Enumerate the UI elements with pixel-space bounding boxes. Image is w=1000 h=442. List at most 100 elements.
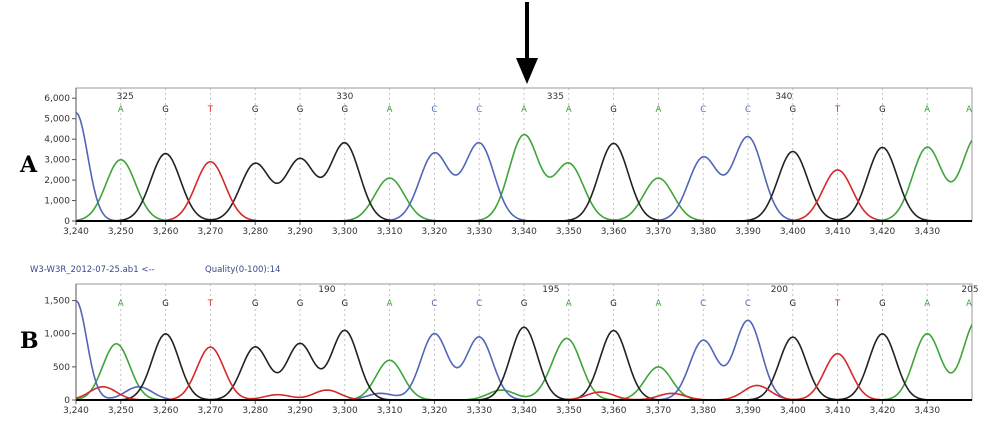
x-tick-label: 3,280: [242, 406, 268, 416]
base-call-a: A: [566, 299, 572, 309]
x-tick-label: 3,430: [914, 227, 940, 237]
y-tick-label: 1,000: [44, 197, 70, 207]
base-call-t: T: [834, 299, 841, 309]
x-tick-label: 3,280: [242, 227, 268, 237]
base-call-a: A: [387, 299, 393, 309]
x-tick-label: 3,260: [153, 406, 179, 416]
base-call-g: G: [342, 299, 349, 309]
x-tick-label: 3,360: [601, 406, 627, 416]
base-call-c: C: [476, 105, 482, 115]
base-call-t: T: [207, 299, 214, 309]
x-tick-label: 3,360: [601, 227, 627, 237]
trace-g: [76, 326, 972, 400]
panel-letter: A: [19, 152, 38, 178]
x-tick-label: 3,260: [153, 227, 179, 237]
y-tick-label: 2,000: [44, 176, 70, 186]
x-tick-label: 3,370: [646, 227, 672, 237]
base-position-label: 340: [775, 92, 792, 102]
x-tick-label: 3,340: [511, 406, 537, 416]
x-tick-label: 3,380: [690, 406, 716, 416]
x-tick-label: 3,290: [287, 406, 313, 416]
panel-letter: B: [20, 328, 39, 354]
base-call-c: C: [431, 299, 437, 309]
y-tick-label: 4,000: [44, 135, 70, 145]
base-call-c: C: [700, 105, 706, 115]
y-tick-label: 5,000: [44, 115, 70, 125]
x-tick-label: 3,320: [422, 406, 448, 416]
base-call-a: A: [521, 105, 527, 115]
base-position-label: 190: [318, 285, 335, 295]
x-tick-label: 3,410: [825, 406, 851, 416]
base-position-label: 200: [771, 285, 788, 295]
base-call-a: A: [387, 105, 393, 115]
chromatogram-panel-b: B W3-W3R_2012-07-25.ab1 <-- Quality(0-100)…: [20, 265, 979, 416]
x-tick-label: 3,350: [556, 406, 582, 416]
base-position-label: 330: [336, 92, 353, 102]
base-call-t: T: [834, 105, 841, 115]
base-call-a: A: [655, 299, 661, 309]
x-tick-label: 3,270: [198, 227, 224, 237]
trace-t: [76, 160, 972, 221]
x-tick-label: 3,400: [780, 406, 806, 416]
base-call-a: A: [118, 105, 124, 115]
base-call-g: G: [162, 299, 169, 309]
y-tick-label: 0: [64, 396, 70, 406]
x-tick-label: 3,400: [780, 227, 806, 237]
base-call-g: G: [610, 299, 617, 309]
base-call-a: A: [655, 105, 661, 115]
base-call-a: A: [566, 105, 572, 115]
x-tick-label: 3,310: [377, 406, 403, 416]
trace-g: [76, 141, 972, 221]
arrow-head: [516, 58, 538, 84]
x-tick-label: 3,420: [870, 227, 896, 237]
base-call-a: A: [966, 105, 972, 115]
base-call-g: G: [297, 105, 304, 115]
base-call-a: A: [924, 105, 930, 115]
x-tick-label: 3,270: [198, 406, 224, 416]
base-call-g: G: [162, 105, 169, 115]
base-call-g: G: [790, 105, 797, 115]
trace-t: [76, 346, 972, 400]
base-call-g: G: [342, 105, 349, 115]
trace-a: [76, 324, 972, 400]
base-call-g: G: [252, 105, 259, 115]
x-tick-label: 3,330: [466, 406, 492, 416]
x-tick-label: 3,300: [332, 227, 358, 237]
x-tick-label: 3,350: [556, 227, 582, 237]
sample-filename: W3-W3R_2012-07-25.ab1 <--: [30, 265, 155, 275]
x-tick-label: 3,410: [825, 227, 851, 237]
y-tick-label: 6,000: [44, 94, 70, 104]
base-call-a: A: [966, 299, 972, 309]
x-tick-label: 3,380: [690, 227, 716, 237]
trace-a: [76, 133, 972, 221]
base-call-a: A: [924, 299, 930, 309]
base-call-a: A: [118, 299, 124, 309]
mutation-arrow: [516, 2, 538, 84]
x-tick-label: 3,240: [63, 406, 89, 416]
base-position-label: 205: [961, 285, 978, 295]
y-tick-label: 1,500: [44, 297, 70, 307]
x-tick-label: 3,330: [466, 227, 492, 237]
base-call-g: G: [879, 105, 886, 115]
y-tick-label: 1,000: [44, 330, 70, 340]
base-position-label: 335: [547, 92, 564, 102]
base-call-g: G: [879, 299, 886, 309]
x-tick-label: 3,250: [108, 406, 134, 416]
x-tick-label: 3,390: [735, 227, 761, 237]
base-position-label: 325: [117, 92, 134, 102]
x-tick-label: 3,430: [914, 406, 940, 416]
x-tick-label: 3,300: [332, 406, 358, 416]
x-tick-label: 3,320: [422, 227, 448, 237]
base-position-label: 195: [542, 285, 559, 295]
base-call-g: G: [521, 299, 528, 309]
base-call-c: C: [700, 299, 706, 309]
y-tick-label: 500: [53, 363, 70, 373]
x-tick-label: 3,240: [63, 227, 89, 237]
base-call-c: C: [476, 299, 482, 309]
x-tick-label: 3,370: [646, 406, 672, 416]
x-tick-label: 3,420: [870, 406, 896, 416]
x-tick-label: 3,340: [511, 227, 537, 237]
y-tick-label: 3,000: [44, 156, 70, 166]
base-call-c: C: [745, 105, 751, 115]
